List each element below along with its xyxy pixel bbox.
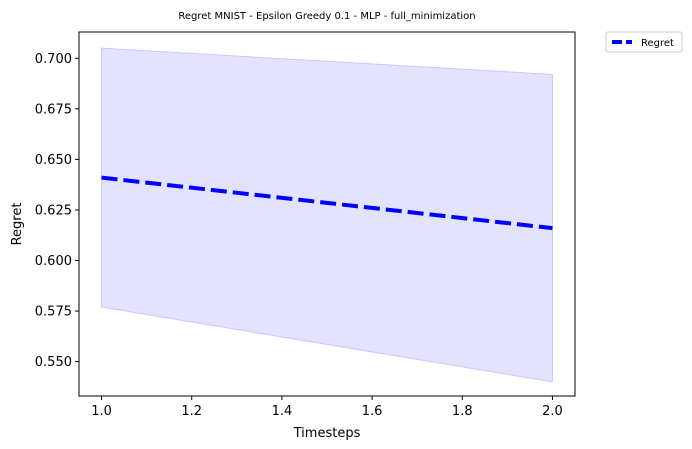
confidence-band: [101, 47, 553, 383]
y-axis-label: Regret: [10, 203, 25, 246]
x-tick-label: 1.0: [91, 404, 112, 419]
y-tick-label: 0.550: [35, 355, 72, 370]
series-line: [101, 175, 553, 231]
legend: Regret: [605, 31, 683, 53]
x-tick-label: 1.4: [272, 404, 293, 419]
y-tick-label: 0.600: [35, 254, 72, 269]
y-tick-label: 0.625: [35, 203, 72, 218]
legend-label: Regret: [641, 38, 674, 49]
axes-frame: [78, 31, 576, 397]
chart-title: Regret MNIST - Epsilon Greedy 0.1 - MLP …: [178, 11, 475, 22]
x-tick-label: 1.6: [362, 404, 383, 419]
x-tick-label: 2.0: [542, 404, 563, 419]
y-tick-label: 0.675: [35, 102, 72, 117]
y-tick-label: 0.700: [35, 52, 72, 67]
plot-area: [101, 47, 553, 383]
x-tick-label: 1.8: [452, 404, 473, 419]
axes: 1.0 1.2 1.4 1.6 1.8 2.0 0.550 0.575 0.600 0.625 0.…: [35, 31, 576, 419]
y-tick-label: 0.575: [35, 305, 72, 320]
x-tick-label: 1.2: [181, 404, 202, 419]
x-axis-label: Timesteps: [293, 426, 361, 441]
legend-box: [605, 31, 683, 53]
y-tick-label: 0.650: [35, 153, 72, 168]
